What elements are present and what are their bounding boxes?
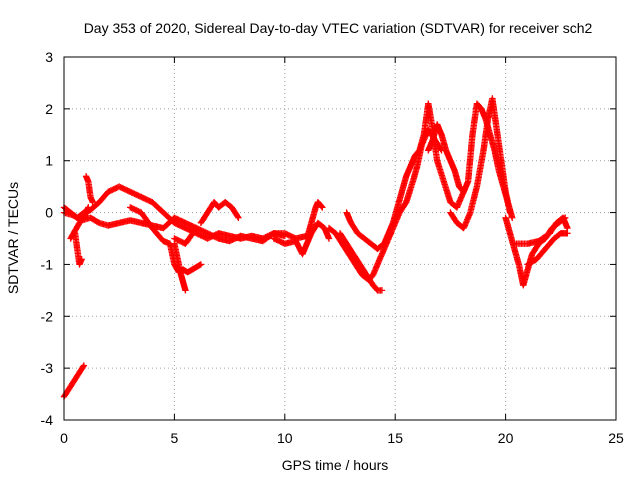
data-points [197, 199, 242, 227]
y-tick-label: -2 [41, 308, 54, 324]
y-tick-label: -1 [41, 256, 54, 272]
series-sat-t [513, 214, 571, 247]
y-axis-label: SDTVAR / TECUs [5, 182, 21, 294]
x-tick-label: 20 [498, 430, 514, 446]
y-tick-label: 1 [45, 153, 53, 169]
data-points [67, 204, 92, 242]
y-tick-label: -4 [41, 412, 54, 428]
series-sat-c [67, 204, 92, 242]
chart-title: Day 353 of 2020, Sidereal Day-to-day VTE… [84, 20, 593, 36]
x-tick-label: 15 [387, 430, 403, 446]
data-points [447, 95, 514, 232]
data-points [171, 224, 288, 247]
x-tick-label: 5 [171, 430, 179, 446]
data-points [336, 230, 386, 294]
x-tick-label: 25 [608, 430, 624, 446]
x-tick-labels: 0 5 10 15 20 25 [60, 430, 624, 446]
y-tick-label: 0 [45, 205, 53, 221]
data-points [524, 230, 571, 268]
y-tick-label: 3 [45, 49, 53, 65]
data-points [71, 230, 85, 268]
y-tick-label: -3 [41, 360, 54, 376]
y-tick-labels: -4 -3 -2 -1 0 1 2 3 [41, 49, 54, 428]
series-sat-e [82, 173, 96, 206]
plot-frame [63, 56, 617, 421]
data-points [513, 214, 571, 247]
x-tick-label: 10 [277, 430, 293, 446]
series-sat-j [197, 199, 242, 227]
grid-lines [64, 57, 616, 420]
series-sat-d [71, 230, 85, 268]
series-sat-r [447, 95, 514, 232]
series-sat-i [171, 224, 288, 247]
y-tick-label: 2 [45, 101, 53, 117]
x-tick-label: 0 [60, 430, 68, 446]
x-axis-label: GPS time / hours [282, 457, 389, 473]
series-sat-u [524, 230, 571, 268]
data-points [82, 173, 96, 206]
data-points [303, 199, 326, 242]
series-sat-l [303, 199, 326, 242]
data-series [60, 95, 571, 400]
series-sat-n [336, 230, 386, 294]
series-sat-h [171, 240, 189, 294]
data-points [171, 240, 189, 294]
